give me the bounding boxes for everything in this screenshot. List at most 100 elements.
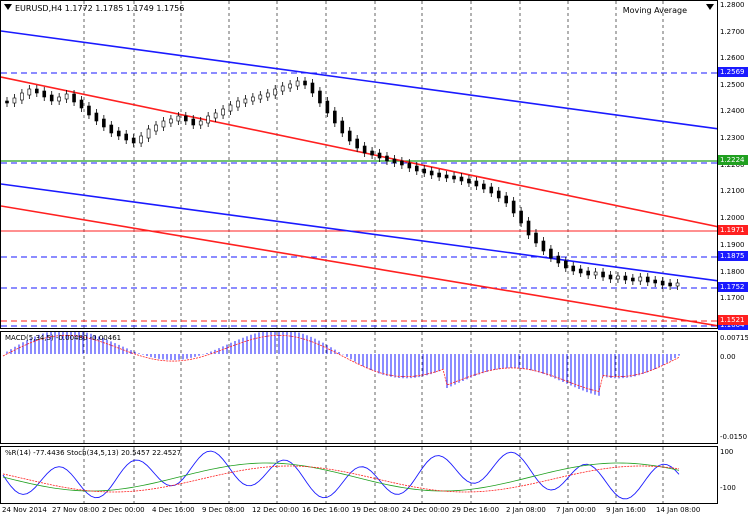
price-axis-label: 1.1800 bbox=[720, 268, 745, 276]
candle-body bbox=[534, 232, 538, 244]
stoch-signal-line bbox=[2, 465, 680, 493]
candle-body bbox=[668, 282, 672, 287]
price-level-tag: 1.1752 bbox=[718, 282, 748, 292]
time-axis-label: 4 Dec 16:00 bbox=[152, 506, 195, 514]
macd-axis: 0.00715 0.00 -0.0150 bbox=[718, 331, 748, 444]
candle-body bbox=[206, 115, 210, 124]
candle-body bbox=[526, 220, 531, 236]
candle-body bbox=[616, 275, 620, 280]
candle-body bbox=[601, 271, 605, 278]
candle-body bbox=[452, 175, 456, 180]
candle-body bbox=[429, 170, 434, 176]
candle-body bbox=[94, 112, 99, 122]
candle-body bbox=[400, 160, 404, 166]
channel-lower-blue bbox=[1, 183, 717, 282]
candle-body bbox=[139, 135, 143, 144]
time-axis-label: 2 Dec 00:00 bbox=[102, 506, 145, 514]
candle-body bbox=[474, 180, 479, 187]
candle-body bbox=[571, 265, 576, 272]
candle-body bbox=[333, 110, 337, 124]
time-axis-label: 24 Dec 00:00 bbox=[402, 506, 450, 514]
price-axis-label: 1.2200 bbox=[720, 161, 745, 169]
candle-body bbox=[422, 168, 427, 174]
time-axis-label: 16 Dec 16:00 bbox=[302, 506, 350, 514]
time-axis-label: 7 Jan 00:00 bbox=[556, 506, 596, 514]
price-axis-label: 1.2400 bbox=[720, 107, 745, 115]
price-axis-label: 1.2700 bbox=[720, 28, 745, 36]
candle-body bbox=[586, 270, 590, 276]
time-axis-label: 27 Nov 08:00 bbox=[52, 506, 100, 514]
candle-body bbox=[459, 176, 464, 182]
candle-body bbox=[102, 118, 106, 128]
price-axis-label: 1.2300 bbox=[720, 134, 745, 142]
candle-body bbox=[362, 145, 367, 154]
candle-body bbox=[511, 200, 516, 214]
symbol-header: EURUSD,H4 1.1772 1.1785 1.1749 1.1756 bbox=[15, 4, 184, 13]
candle-body bbox=[79, 99, 84, 109]
candle-body bbox=[251, 96, 255, 102]
wpr-axis-bottom: -100 bbox=[720, 484, 736, 492]
candle-body bbox=[660, 280, 665, 286]
candle-body bbox=[347, 130, 352, 142]
candle-body bbox=[437, 172, 441, 178]
candle-body bbox=[57, 96, 61, 102]
candle-body bbox=[549, 248, 553, 259]
symbol-name: EURUSD,H4 bbox=[15, 4, 63, 13]
candle-body bbox=[161, 120, 166, 128]
candle-body bbox=[131, 137, 136, 144]
candle-body bbox=[675, 282, 680, 287]
candle-body bbox=[236, 100, 240, 108]
chart-menu-arrow-icon bbox=[4, 4, 12, 10]
candle-body bbox=[340, 120, 345, 134]
time-axis-label: 2 Jan 08:00 bbox=[506, 506, 546, 514]
candle-body bbox=[5, 100, 9, 104]
candle-body bbox=[496, 190, 501, 199]
macd-histogram bbox=[6, 332, 680, 396]
candle-body bbox=[154, 124, 158, 132]
candle-body bbox=[72, 93, 76, 103]
price-level-tag: 1.1604 bbox=[718, 320, 748, 330]
candle-body bbox=[444, 174, 449, 179]
macd-panel[interactable]: MACD(5,34,5) -0.00480 -0.00461 bbox=[0, 331, 718, 444]
price-level-tag: 1.2224 bbox=[718, 155, 748, 165]
candle-body bbox=[593, 271, 598, 276]
candle-body bbox=[184, 115, 188, 122]
macd-canvas bbox=[2, 332, 680, 443]
candle-body bbox=[176, 115, 181, 122]
candle-body bbox=[578, 268, 583, 274]
candle-body bbox=[116, 130, 121, 137]
wpr-axis-top: 100 bbox=[720, 448, 734, 456]
time-axis-label: 9 Dec 08:00 bbox=[202, 506, 245, 514]
price-level-tag: 1.1875 bbox=[718, 251, 748, 261]
candle-body bbox=[273, 88, 278, 96]
candle-body bbox=[608, 274, 613, 280]
candle-body bbox=[87, 105, 91, 116]
candle-body bbox=[35, 88, 39, 94]
price-level-tag: 1.2569 bbox=[718, 67, 748, 77]
candle-body bbox=[295, 80, 300, 87]
price-axis-label: 1.2000 bbox=[720, 214, 745, 222]
channel-lower-red bbox=[1, 205, 717, 327]
candle-body bbox=[355, 138, 359, 149]
candle-body bbox=[109, 124, 114, 134]
time-axis-label: 24 Nov 2014 bbox=[2, 506, 47, 514]
wpr-stoch-panel[interactable]: %R(14) -77.4436 Stoch(34,5,13) 20.5457 2… bbox=[0, 446, 718, 504]
candle-body bbox=[228, 104, 233, 112]
price-axis-label: 1.1700 bbox=[720, 294, 745, 302]
macd-axis-bottom: -0.0150 bbox=[720, 433, 748, 441]
candle-body bbox=[385, 155, 389, 162]
price-chart-panel[interactable]: EURUSD,H4 1.1772 1.1785 1.1749 1.1756 Mo… bbox=[0, 0, 718, 329]
candle-body bbox=[504, 195, 508, 204]
time-axis-label: 19 Dec 08:00 bbox=[352, 506, 400, 514]
price-axis-label: 1.1900 bbox=[720, 241, 745, 249]
time-axis-label: 9 Jan 16:00 bbox=[606, 506, 646, 514]
candle-body bbox=[42, 90, 47, 98]
price-chart-canvas[interactable] bbox=[1, 1, 718, 329]
time-axis-label: 12 Dec 00:00 bbox=[252, 506, 300, 514]
candle-body bbox=[243, 98, 248, 104]
candle-body bbox=[221, 108, 225, 116]
price-axis[interactable]: 1.2800 1.2700 1.2600 1.2500 1.2400 1.2300 1.22… bbox=[718, 0, 748, 330]
candle-body bbox=[169, 118, 173, 124]
candle-body bbox=[64, 93, 69, 100]
time-axis-label: 14 Jan 08:00 bbox=[656, 506, 701, 514]
